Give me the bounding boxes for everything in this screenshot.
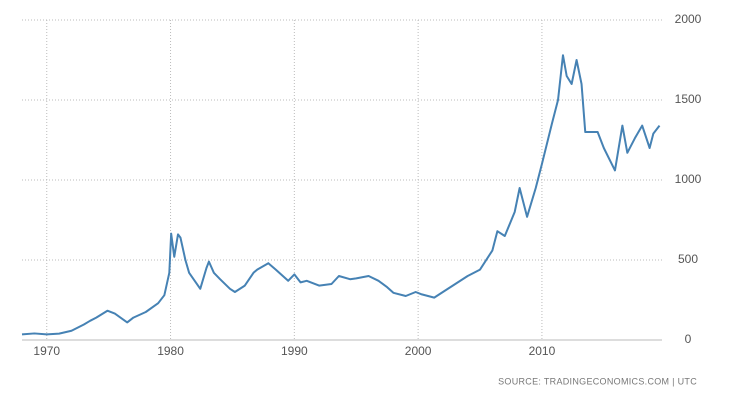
- x-tick-label: 1980: [157, 344, 184, 358]
- y-tick-label: 500: [678, 252, 698, 266]
- x-tick-label: 2000: [405, 344, 432, 358]
- x-tick-label: 1970: [33, 344, 60, 358]
- y-tick-label: 1500: [675, 92, 702, 106]
- y-tick-label: 2000: [675, 12, 702, 26]
- price-line: [21, 54, 661, 336]
- source: SOURCE: TRADINGECONOMICS.COM | UTC: [498, 376, 697, 386]
- x-tick-label: 1990: [281, 344, 308, 358]
- y-tick-label: 1000: [675, 172, 702, 186]
- x-tick-label: 2010: [529, 344, 556, 358]
- y-tick-label: 0: [685, 332, 692, 346]
